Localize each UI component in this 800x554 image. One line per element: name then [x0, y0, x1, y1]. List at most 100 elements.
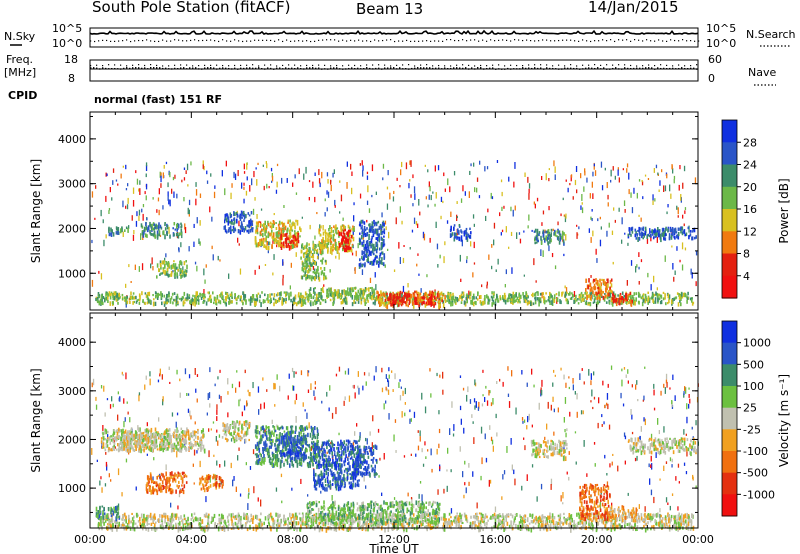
velocity-speckle [541, 379, 543, 387]
power-echo-cell [289, 231, 292, 236]
freq-dot [336, 67, 338, 69]
velocity-speckle [258, 431, 261, 435]
velocity-speckle [419, 430, 421, 437]
power-echo-cell [379, 252, 382, 256]
power-echo-cell [261, 291, 263, 294]
power-echo-cell [611, 290, 613, 294]
power-echo-cell [286, 291, 288, 295]
power-echo-cell [263, 244, 266, 248]
power-echo-cell [262, 299, 265, 303]
nave-dot [138, 64, 140, 66]
power-echo-cell [402, 299, 405, 303]
power-echo-cell [183, 273, 186, 278]
power-echo-cell [559, 299, 561, 304]
power-speckle [276, 245, 278, 248]
nave-dot [378, 64, 380, 66]
power-echo-cell [515, 293, 517, 298]
power-echo-cell [266, 241, 268, 246]
power-echo-cell [386, 304, 389, 310]
power-echo-cell [329, 225, 331, 229]
power-echo-cell [647, 233, 650, 237]
power-echo-cell [375, 244, 378, 247]
power-echo-cell [176, 224, 178, 229]
power-echo-cell [316, 255, 319, 260]
velocity-echo-cell [682, 521, 684, 526]
power-echo-cell [556, 297, 559, 302]
power-echo-cell [406, 297, 408, 301]
velocity-speckle [651, 463, 653, 470]
velocity-speckle [606, 402, 608, 406]
power-speckle [638, 179, 641, 182]
velocity-echo-cell [526, 517, 529, 523]
power-echo-cell [350, 287, 352, 291]
power-echo-cell [399, 290, 402, 295]
velocity-speckle [685, 387, 687, 394]
power-echo-cell [470, 231, 472, 235]
velocity-speckle [392, 389, 394, 392]
velocity-speckle [208, 392, 211, 399]
noise-search-dot [186, 40, 188, 42]
power-echo-cell [630, 302, 633, 307]
velocity-speckle [526, 425, 528, 430]
freq-dot [183, 67, 185, 69]
power-speckle [428, 181, 430, 188]
power-echo-cell [461, 296, 463, 302]
velocity-speckle [475, 401, 477, 408]
power-echo-cell [383, 235, 385, 238]
power-echo-cell [282, 232, 284, 237]
power-echo-cell [642, 299, 645, 303]
power-echo-cell [170, 273, 172, 277]
power-echo-cell [293, 237, 295, 241]
velocity-speckle [609, 463, 611, 468]
power-speckle [672, 263, 674, 270]
velocity-speckle [190, 415, 192, 420]
nave-dot [234, 64, 236, 67]
power-echo-cell [101, 294, 103, 297]
power-echo-cell [367, 257, 369, 262]
power-speckle [127, 183, 129, 187]
nave-dot [198, 65, 200, 67]
velocity-speckle [239, 493, 242, 497]
velocity-speckle [199, 460, 201, 468]
power-speckle [534, 203, 536, 209]
velocity-speckle [249, 392, 251, 397]
power-speckle [481, 284, 483, 288]
power-speckle [588, 228, 590, 233]
power-echo-cell [98, 300, 101, 306]
velocity-speckle [602, 380, 604, 386]
velocity-speckle [683, 462, 686, 466]
power-echo-cell [451, 302, 454, 307]
velocity-speckle [207, 393, 209, 400]
power-echo-cell [343, 297, 345, 302]
power-speckle [563, 214, 565, 217]
power-speckle [251, 178, 253, 186]
power-echo-cell [264, 293, 266, 297]
velocity-speckle [257, 497, 259, 502]
power-echo-cell [438, 304, 440, 309]
power-speckle [584, 171, 586, 176]
power-echo-cell [650, 233, 652, 238]
power-echo-cell [97, 293, 100, 297]
freq-dot [426, 67, 428, 69]
power-echo-cell [372, 225, 374, 229]
power-speckle [361, 160, 363, 166]
power-echo-cell [265, 230, 267, 234]
power-echo-cell [550, 232, 552, 238]
power-echo-cell [314, 287, 316, 290]
power-echo-cell [203, 297, 205, 300]
power-speckle [541, 292, 543, 299]
power-echo-cell [282, 222, 284, 228]
power-speckle [528, 193, 530, 200]
noise-search-dot [374, 39, 376, 41]
power-echo-cell [364, 243, 367, 249]
power-echo-cell [175, 295, 178, 301]
velocity-speckle [394, 373, 396, 380]
power-echo-cell [590, 294, 593, 299]
power-speckle [125, 283, 127, 288]
power-echo-cell [458, 225, 461, 228]
power-speckle [319, 182, 321, 188]
power-echo-cell [160, 272, 162, 275]
power-echo-cell [176, 233, 179, 236]
power-echo-cell [373, 223, 376, 227]
power-echo-cell [586, 295, 588, 300]
